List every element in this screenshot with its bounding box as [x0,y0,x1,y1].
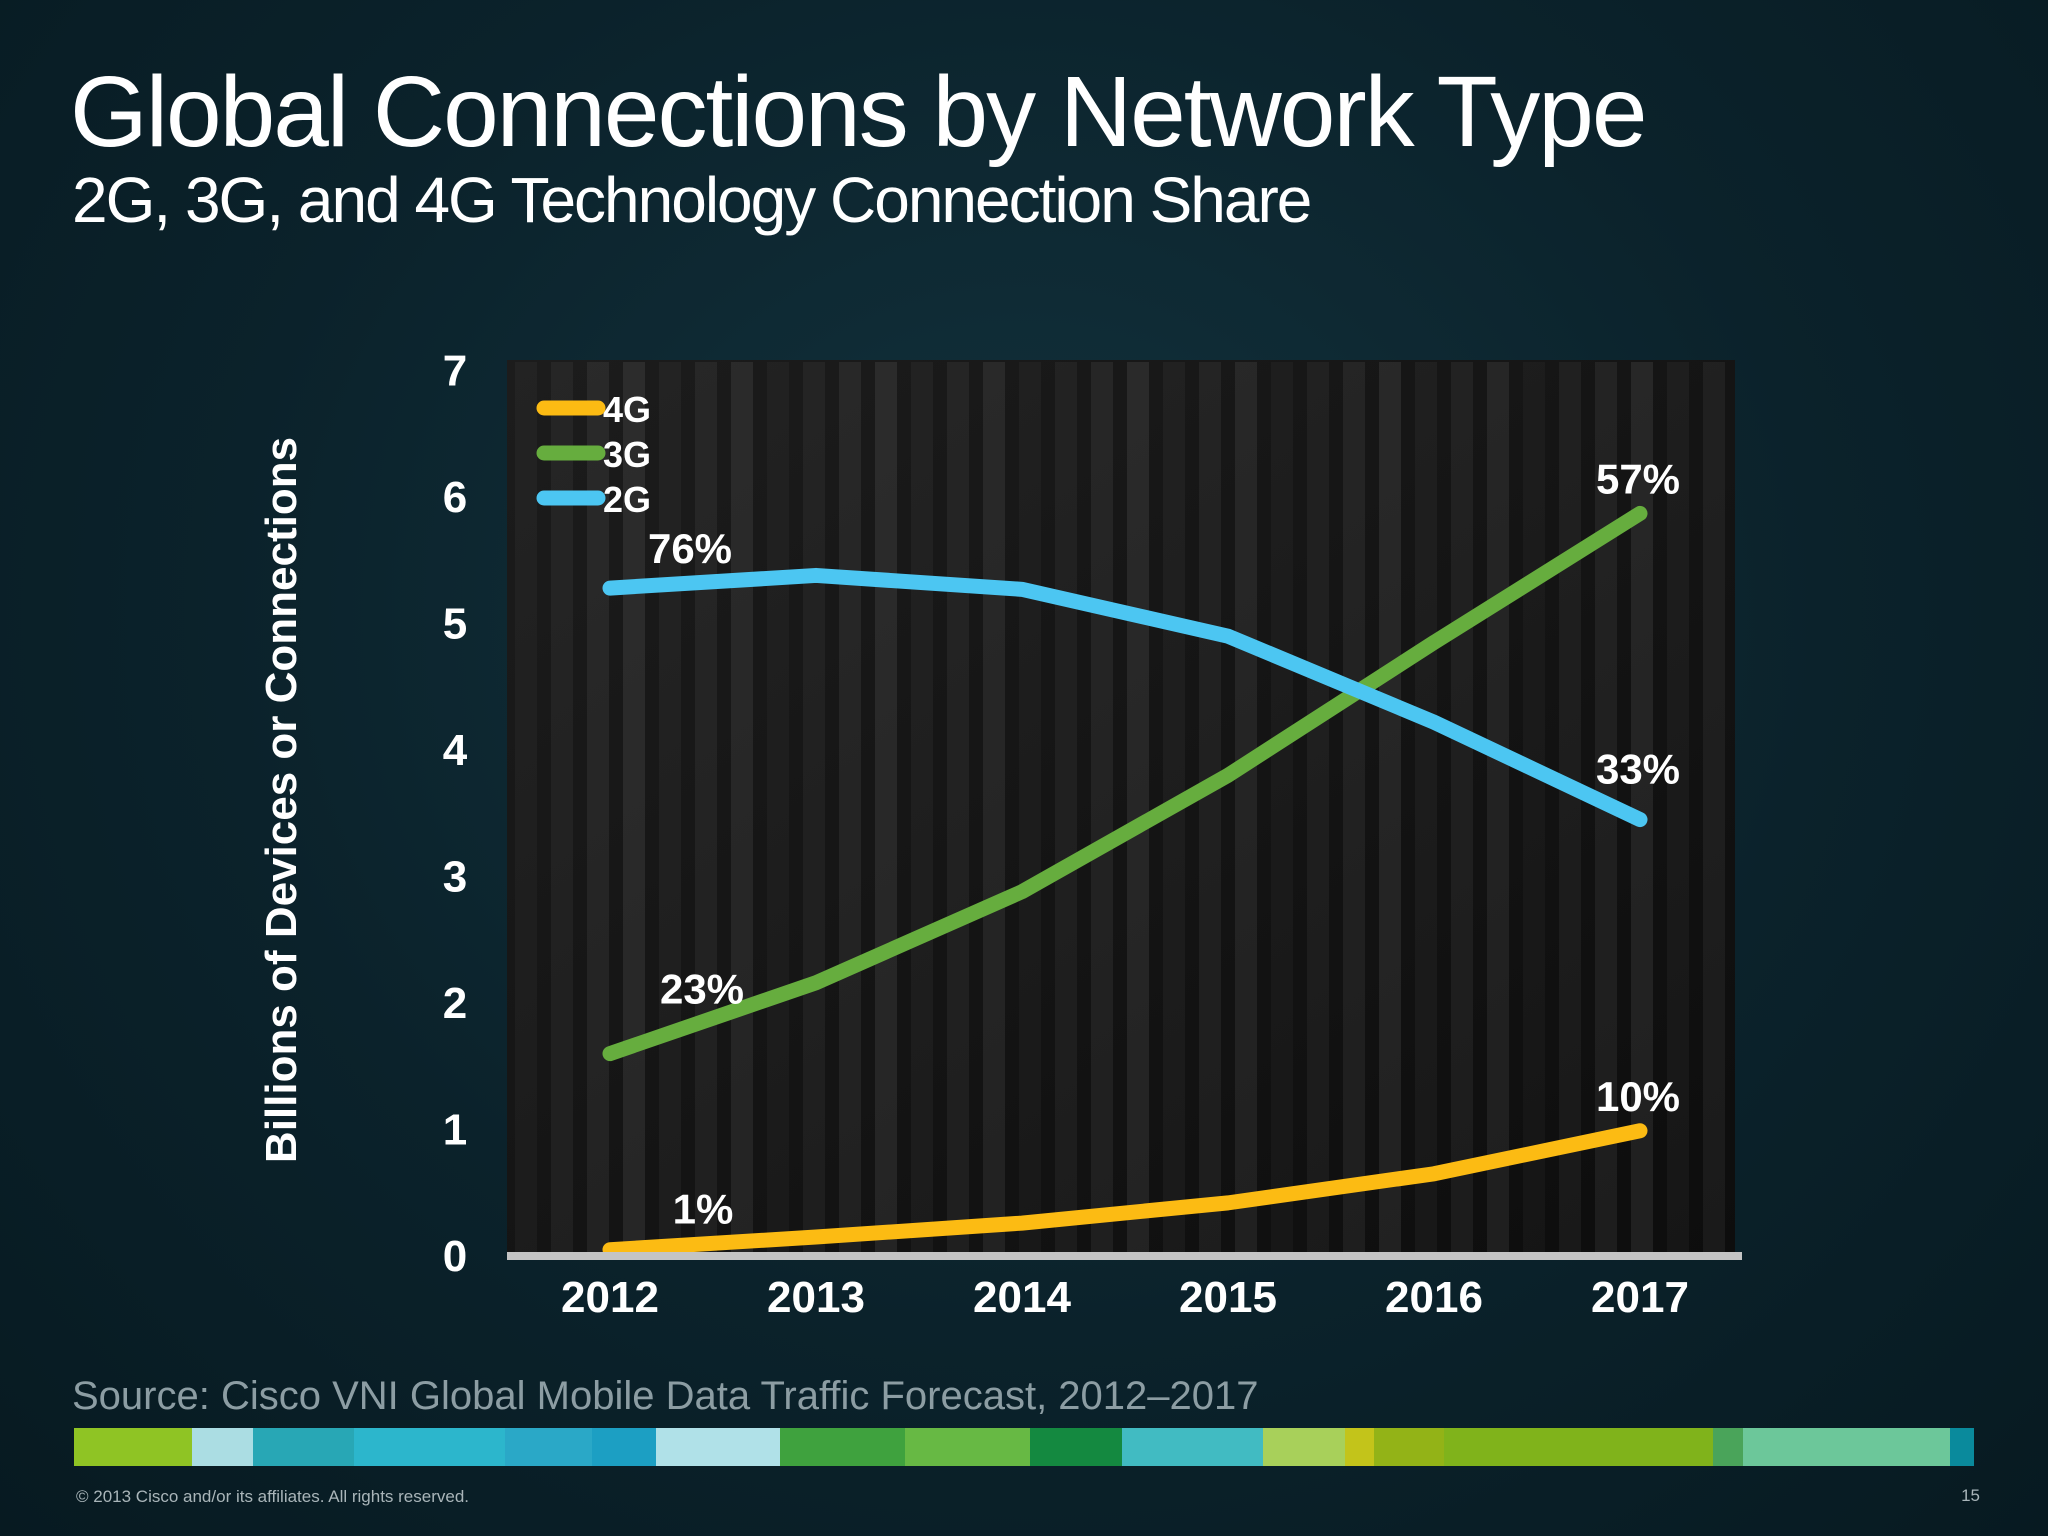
plot-area [507,360,1735,1255]
series-line-2g [602,567,1648,828]
y-tick-label: 3 [443,853,467,902]
plot-texture-column [731,362,753,1252]
page-title: Global Connections by Network Type [70,56,1647,168]
x-tick-label: 2016 [1385,1273,1483,1322]
legend-label-3g: 3G [603,434,651,475]
color-bar-segment [1444,1428,1713,1466]
plot-texture-column [1199,362,1221,1252]
color-bar-segment [1743,1428,1951,1466]
plot-texture-column [839,362,861,1252]
y-tick-label: 1 [443,1106,467,1155]
plot-texture-column [1271,362,1293,1252]
footer-color-bar [74,1428,1974,1466]
plot-texture-column [1703,362,1725,1252]
copyright-text: © 2013 Cisco and/or its affiliates. All … [76,1487,470,1506]
color-bar-segment [1950,1428,1974,1466]
data-label-2g: 33% [1596,746,1680,793]
plot-texture-column [1559,362,1581,1252]
color-bar-segment [252,1428,355,1466]
plot-texture-column [947,362,969,1252]
plot-texture-column [983,362,1005,1252]
plot-texture-column [659,362,681,1252]
x-axis-baseline [507,1252,1742,1260]
data-label-4g: 10% [1596,1073,1680,1120]
x-tick-label: 2017 [1591,1273,1689,1322]
data-label-3g: 57% [1596,455,1680,502]
plot-texture-column [875,362,897,1252]
y-tick-label: 0 [443,1232,467,1281]
y-tick-label: 4 [443,726,468,775]
x-tick-label: 2015 [1179,1273,1277,1322]
source-note: Source: Cisco VNI Global Mobile Data Tra… [72,1374,1259,1418]
x-tick-label: 2012 [561,1273,659,1322]
y-tick-label: 6 [443,473,467,522]
x-tick-label: 2014 [973,1273,1071,1322]
color-bar-segment [1262,1428,1346,1466]
color-bar-segment [655,1428,781,1466]
color-bar-segment [780,1428,906,1466]
plot-texture-column [695,362,717,1252]
color-bar-segment [591,1428,656,1466]
x-tick-label: 2013 [767,1273,865,1322]
color-bar-segment [905,1428,1030,1466]
plot-texture-column [1451,362,1473,1252]
plot-texture-column [1019,362,1041,1252]
plot-texture-column [803,362,825,1252]
color-bar-segment [1345,1428,1374,1466]
data-label-3g: 23% [660,966,744,1013]
plot-texture-column [1631,362,1653,1252]
y-tick-label: 7 [443,347,467,396]
plot-texture-column [911,362,933,1252]
plot-texture-column [1307,362,1329,1252]
plot-texture-column [1487,362,1509,1252]
data-label-2g: 76% [648,525,732,572]
legend-label-4g: 4G [603,389,651,430]
plot-texture-column [1127,362,1149,1252]
plot-texture-column [1091,362,1113,1252]
plot-texture-column [515,362,537,1252]
color-bar-segment [1121,1428,1263,1466]
legend-label-2g: 2G [603,479,651,520]
plot-texture-column [767,362,789,1252]
data-label-4g: 1% [673,1186,734,1233]
series-line-4g [602,1123,1648,1258]
plot-texture-column [1343,362,1365,1252]
page-number: 15 [1961,1486,1980,1505]
y-tick-label: 5 [443,600,467,649]
plot-texture-column [1235,362,1257,1252]
plot-texture-column [1379,362,1401,1252]
color-bar-segment [504,1428,592,1466]
plot-texture-column [1523,362,1545,1252]
color-bar-segment [74,1428,192,1466]
color-bar-segment [354,1428,505,1466]
color-bar-segment [191,1428,253,1466]
page-subtitle: 2G, 3G, and 4G Technology Connection Sha… [72,164,1312,236]
plot-texture-column [1055,362,1077,1252]
color-bar-segment [1712,1428,1744,1466]
series-line-3g [602,505,1648,1062]
plot-texture-column [1415,362,1437,1252]
color-bar-segment [1029,1428,1122,1466]
y-axis-label: Billions of Devices or Connections [257,437,306,1163]
color-bar-segment [1373,1428,1445,1466]
y-tick-label: 2 [443,979,467,1028]
plot-texture-column [551,362,573,1252]
